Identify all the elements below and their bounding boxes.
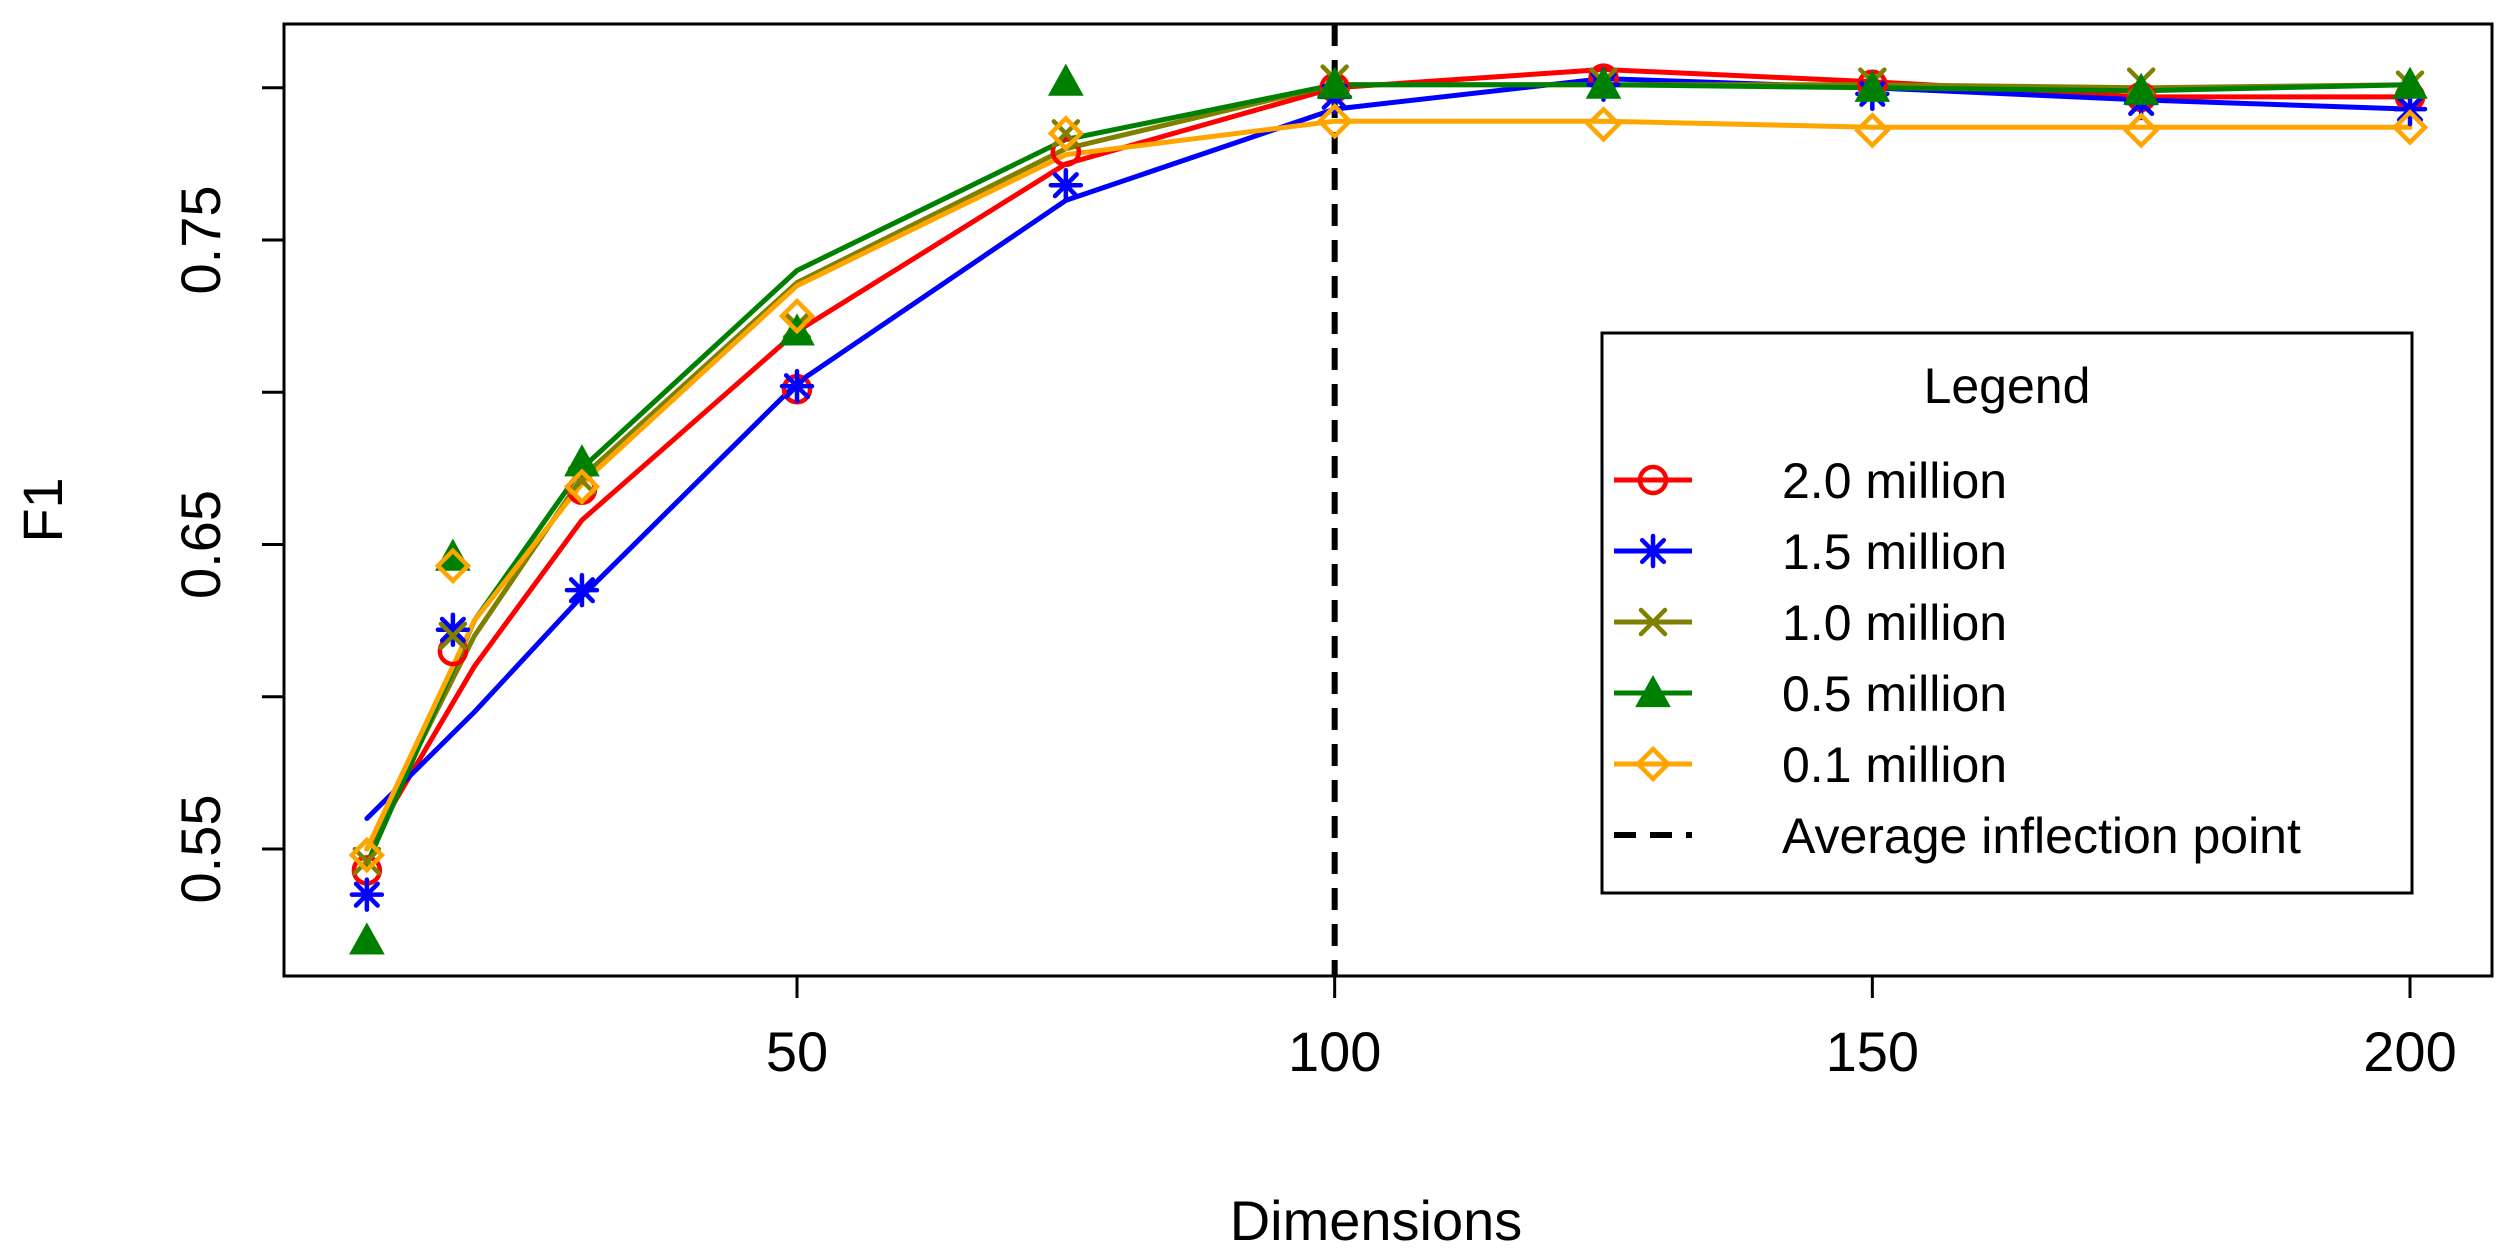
legend-entry-1-5-million: 1.5 million — [1614, 524, 2007, 580]
data-point-0-5-million-4 — [1047, 63, 1084, 96]
legend-swatch-marker — [1634, 745, 1672, 783]
data-point-0-5-million-2 — [564, 444, 600, 477]
x-tick-label-50: 50 — [766, 1020, 828, 1083]
legend-box — [1600, 331, 2414, 895]
data-point-0-1-million-6 — [1585, 106, 1622, 143]
data-point-0-1-million-5 — [1316, 103, 1353, 140]
data-point-0-1-million-3 — [778, 297, 816, 335]
series-line-0-5-million — [364, 82, 2413, 867]
data-point-0-1-million-8 — [2122, 112, 2160, 149]
y-tick-label-0.55: 0.55 — [169, 795, 232, 904]
data-point-0-5-million-8 — [2123, 72, 2160, 105]
plot-area-frame — [282, 22, 2494, 978]
legend-swatch-marker — [1635, 533, 1671, 569]
axes-layer: 50 100 150 200 0.55 0.65 0.75 Dimensions F1 — [11, 86, 2457, 1252]
data-point-0-5-million-7 — [1854, 69, 1891, 102]
legend-label: 1.0 million — [1782, 595, 2007, 651]
data-point-0-5-million-0 — [349, 922, 385, 955]
legend-title: Legend — [1924, 358, 2091, 414]
series-markers-layer — [348, 63, 2429, 955]
data-point-2-0-million-4 — [1050, 136, 1082, 167]
legend-label: 0.5 million — [1782, 666, 2007, 722]
data-point-1-5-million-3 — [779, 368, 815, 404]
legend-label: 0.1 million — [1782, 737, 2007, 793]
data-point-1-0-million-1 — [438, 621, 468, 651]
x-axis-title: Dimensions — [1230, 1189, 1523, 1252]
data-point-1-0-million-0 — [352, 846, 382, 876]
y-axis-title: F1 — [11, 477, 74, 542]
legend-swatch-marker — [1635, 674, 1671, 708]
series-line-1-0-million — [364, 82, 2413, 852]
y-tick-label-0.65: 0.65 — [169, 490, 232, 599]
data-point-1-5-million-0 — [349, 877, 385, 912]
series-lines-layer — [364, 67, 2413, 867]
legend-swatch-marker — [1637, 464, 1669, 496]
plot-frame-layer — [282, 22, 2494, 978]
series-line-0-1-million — [364, 118, 2413, 852]
x-tick-label-150: 150 — [1826, 1020, 1919, 1083]
data-point-1-5-million-4 — [1048, 167, 1084, 203]
data-point-0-5-million-1 — [435, 538, 471, 571]
data-point-1-5-million-2 — [564, 572, 600, 608]
legend-entry-1-0-million: 1.0 million — [1614, 595, 2007, 651]
data-point-0-5-million-9 — [2392, 66, 2428, 99]
data-point-1-5-million-9 — [2392, 91, 2428, 127]
legend: Legend 2.0 million 1.5 million 1.0 million 0… — [1600, 331, 2414, 895]
data-point-0-1-million-7 — [1854, 112, 1891, 149]
data-point-0-1-million-1 — [434, 547, 472, 584]
legend-entry-2-0-million: 2.0 million — [1614, 453, 2007, 509]
legend-label: Average inflection point — [1782, 808, 2301, 864]
data-point-0-1-million-2 — [563, 468, 601, 505]
data-point-0-1-million-9 — [2391, 109, 2429, 146]
legend-swatch-marker — [1638, 607, 1668, 637]
legend-entry-0-5-million: 0.5 million — [1614, 666, 2007, 722]
y-tick-label-0.75: 0.75 — [169, 186, 232, 295]
legend-label: 1.5 million — [1782, 524, 2007, 580]
data-point-0-1-million-0 — [348, 836, 386, 874]
data-point-1-5-million-1 — [435, 612, 471, 648]
data-point-0-1-million-4 — [1047, 115, 1085, 152]
legend-entry-0-1-million: 0.1 million — [1614, 737, 2007, 793]
x-tick-label-200: 200 — [2363, 1020, 2456, 1083]
data-point-0-5-million-5 — [1316, 66, 1353, 99]
legend-label: 2.0 million — [1782, 453, 2007, 509]
legend-entry-average-inflection-point: Average inflection point — [1614, 808, 2301, 864]
data-point-0-5-million-6 — [1585, 66, 1622, 99]
x-tick-label-100: 100 — [1288, 1020, 1381, 1083]
series-line-1-5-million — [364, 76, 2413, 821]
